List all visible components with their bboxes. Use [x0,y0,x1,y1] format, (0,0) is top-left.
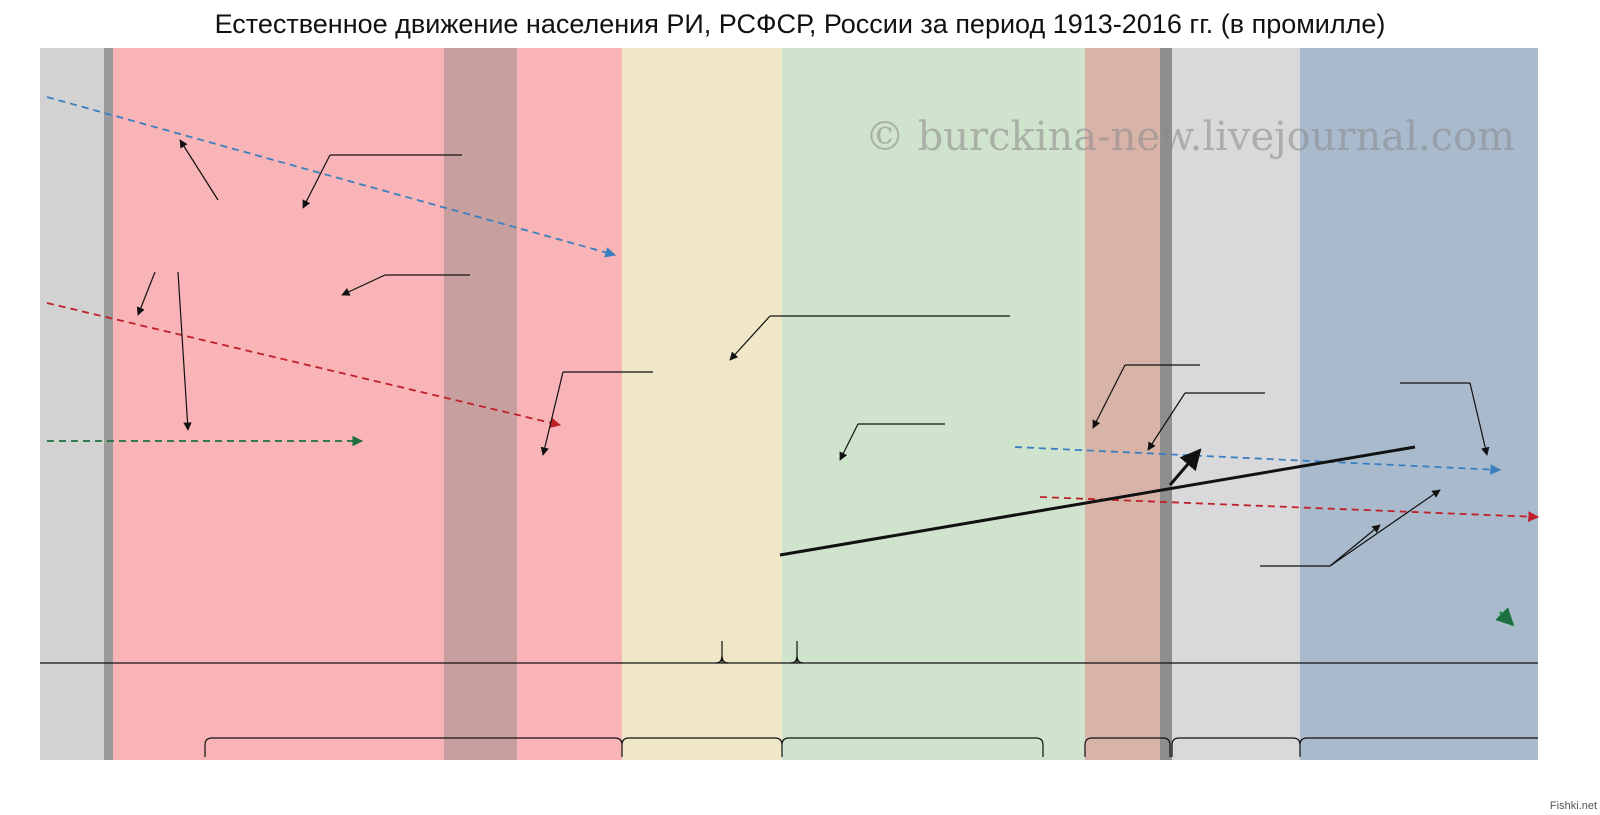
source: Fishki.net [1550,800,1597,812]
period-bands [40,48,1538,760]
chart-title: Естественное движение населения РИ, РСФС… [215,9,1386,39]
watermark: © burckina-new.livejournal.com [865,114,1515,160]
trend-lines [46,96,1540,523]
callouts [40,139,1538,757]
